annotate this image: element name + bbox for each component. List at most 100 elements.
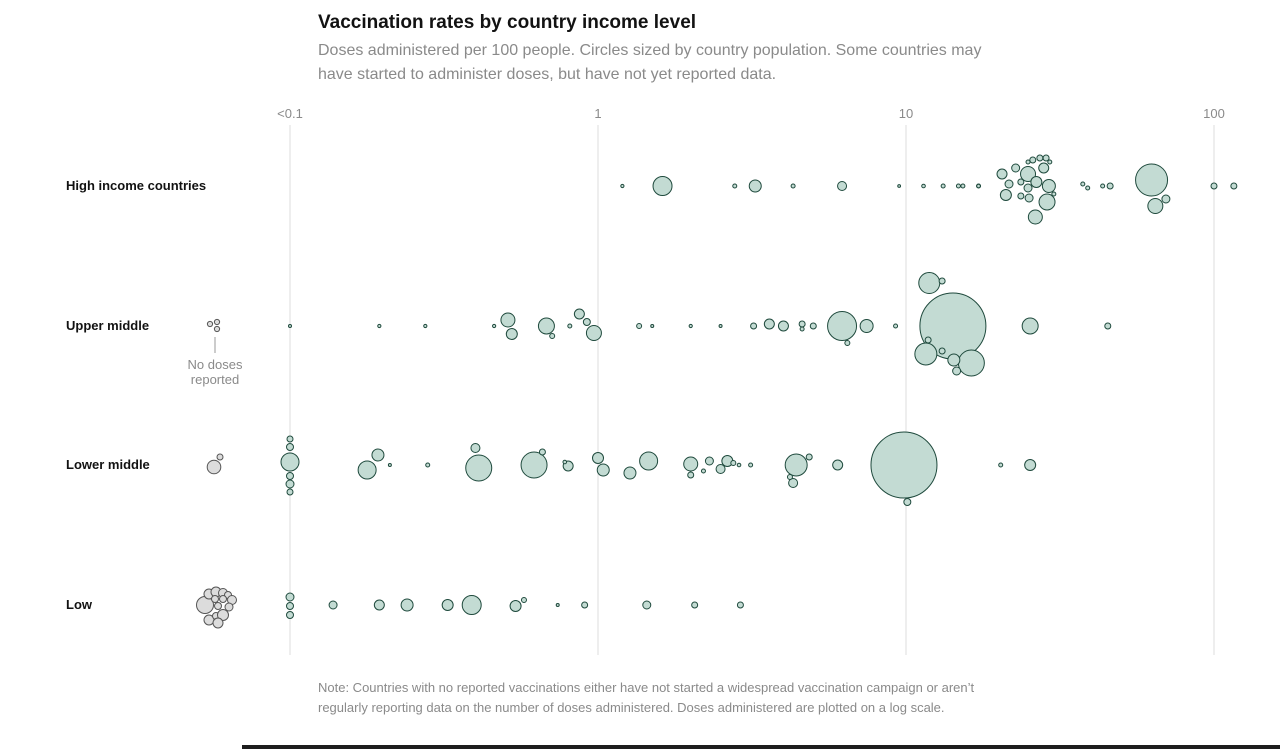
no-doses-bubble xyxy=(219,595,227,603)
country-bubble xyxy=(1020,166,1037,182)
country-bubble xyxy=(520,597,527,603)
country-bubble xyxy=(914,342,938,366)
country-bubble xyxy=(492,323,497,329)
income-group-row: High income countries xyxy=(66,154,1238,225)
country-bubble xyxy=(581,601,589,609)
country-bubble xyxy=(960,183,966,189)
country-bubble xyxy=(1021,317,1039,335)
country-bubble xyxy=(718,324,723,328)
no-doses-bubble xyxy=(214,602,222,610)
country-bubble xyxy=(425,462,431,468)
country-bubble xyxy=(1017,192,1025,200)
country-bubble xyxy=(285,592,295,602)
row-label: Low xyxy=(66,597,93,612)
no-doses-bubble xyxy=(213,318,221,326)
no-doses-bubble xyxy=(216,453,224,461)
country-bubble xyxy=(1017,178,1025,186)
country-bubble xyxy=(827,311,858,341)
country-bubble xyxy=(1210,182,1218,190)
no-doses-bubble xyxy=(211,595,219,603)
country-bubble xyxy=(918,272,941,294)
country-bubble xyxy=(750,322,758,330)
no-doses-bubble xyxy=(213,325,221,333)
country-bubble xyxy=(788,478,799,488)
country-bubble xyxy=(592,452,604,464)
country-bubble xyxy=(652,176,673,196)
country-bubble xyxy=(1024,459,1037,471)
no-doses-bubble xyxy=(206,459,222,475)
no-doses-bubble xyxy=(212,617,224,629)
country-bubble xyxy=(639,451,659,471)
country-bubble xyxy=(1100,183,1106,189)
country-bubble xyxy=(285,479,295,489)
country-bubble xyxy=(1147,198,1164,214)
country-bubble xyxy=(996,168,1008,180)
country-bubble xyxy=(538,448,546,456)
country-bubble xyxy=(1080,181,1086,187)
country-bubble xyxy=(441,599,454,611)
country-bubble xyxy=(1047,159,1053,165)
country-bubble xyxy=(509,600,522,612)
country-bubble xyxy=(1085,185,1091,191)
country-bubble xyxy=(730,460,737,466)
country-bubble xyxy=(748,462,754,468)
country-bubble xyxy=(286,488,294,496)
country-bubble xyxy=(387,463,392,467)
country-bubble xyxy=(1106,182,1114,190)
row-label: High income countries xyxy=(66,178,206,193)
country-bubble xyxy=(691,601,699,609)
country-bubble xyxy=(520,451,548,479)
country-bubble xyxy=(286,472,294,480)
country-bubble xyxy=(897,184,902,188)
country-bubble xyxy=(952,366,962,376)
country-bubble xyxy=(837,181,848,191)
country-bubble xyxy=(736,601,744,609)
country-bubble xyxy=(903,498,912,506)
country-bubble xyxy=(715,464,726,474)
country-bubble xyxy=(799,326,805,332)
country-bubble xyxy=(859,319,874,333)
country-bubble xyxy=(1036,154,1044,162)
x-tick-label: 100 xyxy=(1203,106,1225,121)
country-bubble xyxy=(470,443,481,453)
country-bubble xyxy=(1051,191,1057,197)
country-bubble xyxy=(1027,209,1043,225)
country-bubble xyxy=(700,468,706,474)
country-bubble xyxy=(280,452,300,472)
country-bubble xyxy=(1104,322,1112,330)
x-tick-label: 10 xyxy=(899,106,913,121)
income-group-row: Low xyxy=(66,586,744,629)
bottom-bar xyxy=(242,745,1280,749)
country-bubble xyxy=(537,317,555,335)
country-bubble xyxy=(465,454,493,482)
gridlines xyxy=(289,125,1215,655)
country-bubble xyxy=(286,435,294,443)
no-doses-bubble xyxy=(217,609,229,621)
country-bubble xyxy=(555,603,560,607)
country-bubble xyxy=(805,453,813,461)
no-doses-label: reported xyxy=(191,372,239,387)
country-bubble xyxy=(582,318,591,326)
country-bubble xyxy=(809,322,817,330)
country-bubble xyxy=(832,459,844,471)
country-bubble xyxy=(957,349,985,377)
country-bubble xyxy=(870,431,938,499)
country-bubble xyxy=(688,323,693,329)
country-bubble xyxy=(1023,183,1033,193)
country-bubble xyxy=(500,312,516,328)
country-bubble xyxy=(461,595,482,615)
x-axis-tick-labels: <0.1 1 10 100 xyxy=(277,106,1225,121)
country-bubble xyxy=(732,183,738,189)
country-bubble xyxy=(1135,163,1169,197)
country-bubble xyxy=(585,325,602,341)
country-bubble xyxy=(620,183,625,189)
country-bubble xyxy=(400,598,414,612)
country-bubble xyxy=(596,463,610,477)
country-bubble xyxy=(1161,194,1171,204)
country-bubble xyxy=(1029,156,1037,164)
country-bubble xyxy=(286,443,294,451)
country-bubble xyxy=(999,189,1012,201)
country-bubble xyxy=(998,462,1004,468)
country-bubble xyxy=(650,324,655,328)
